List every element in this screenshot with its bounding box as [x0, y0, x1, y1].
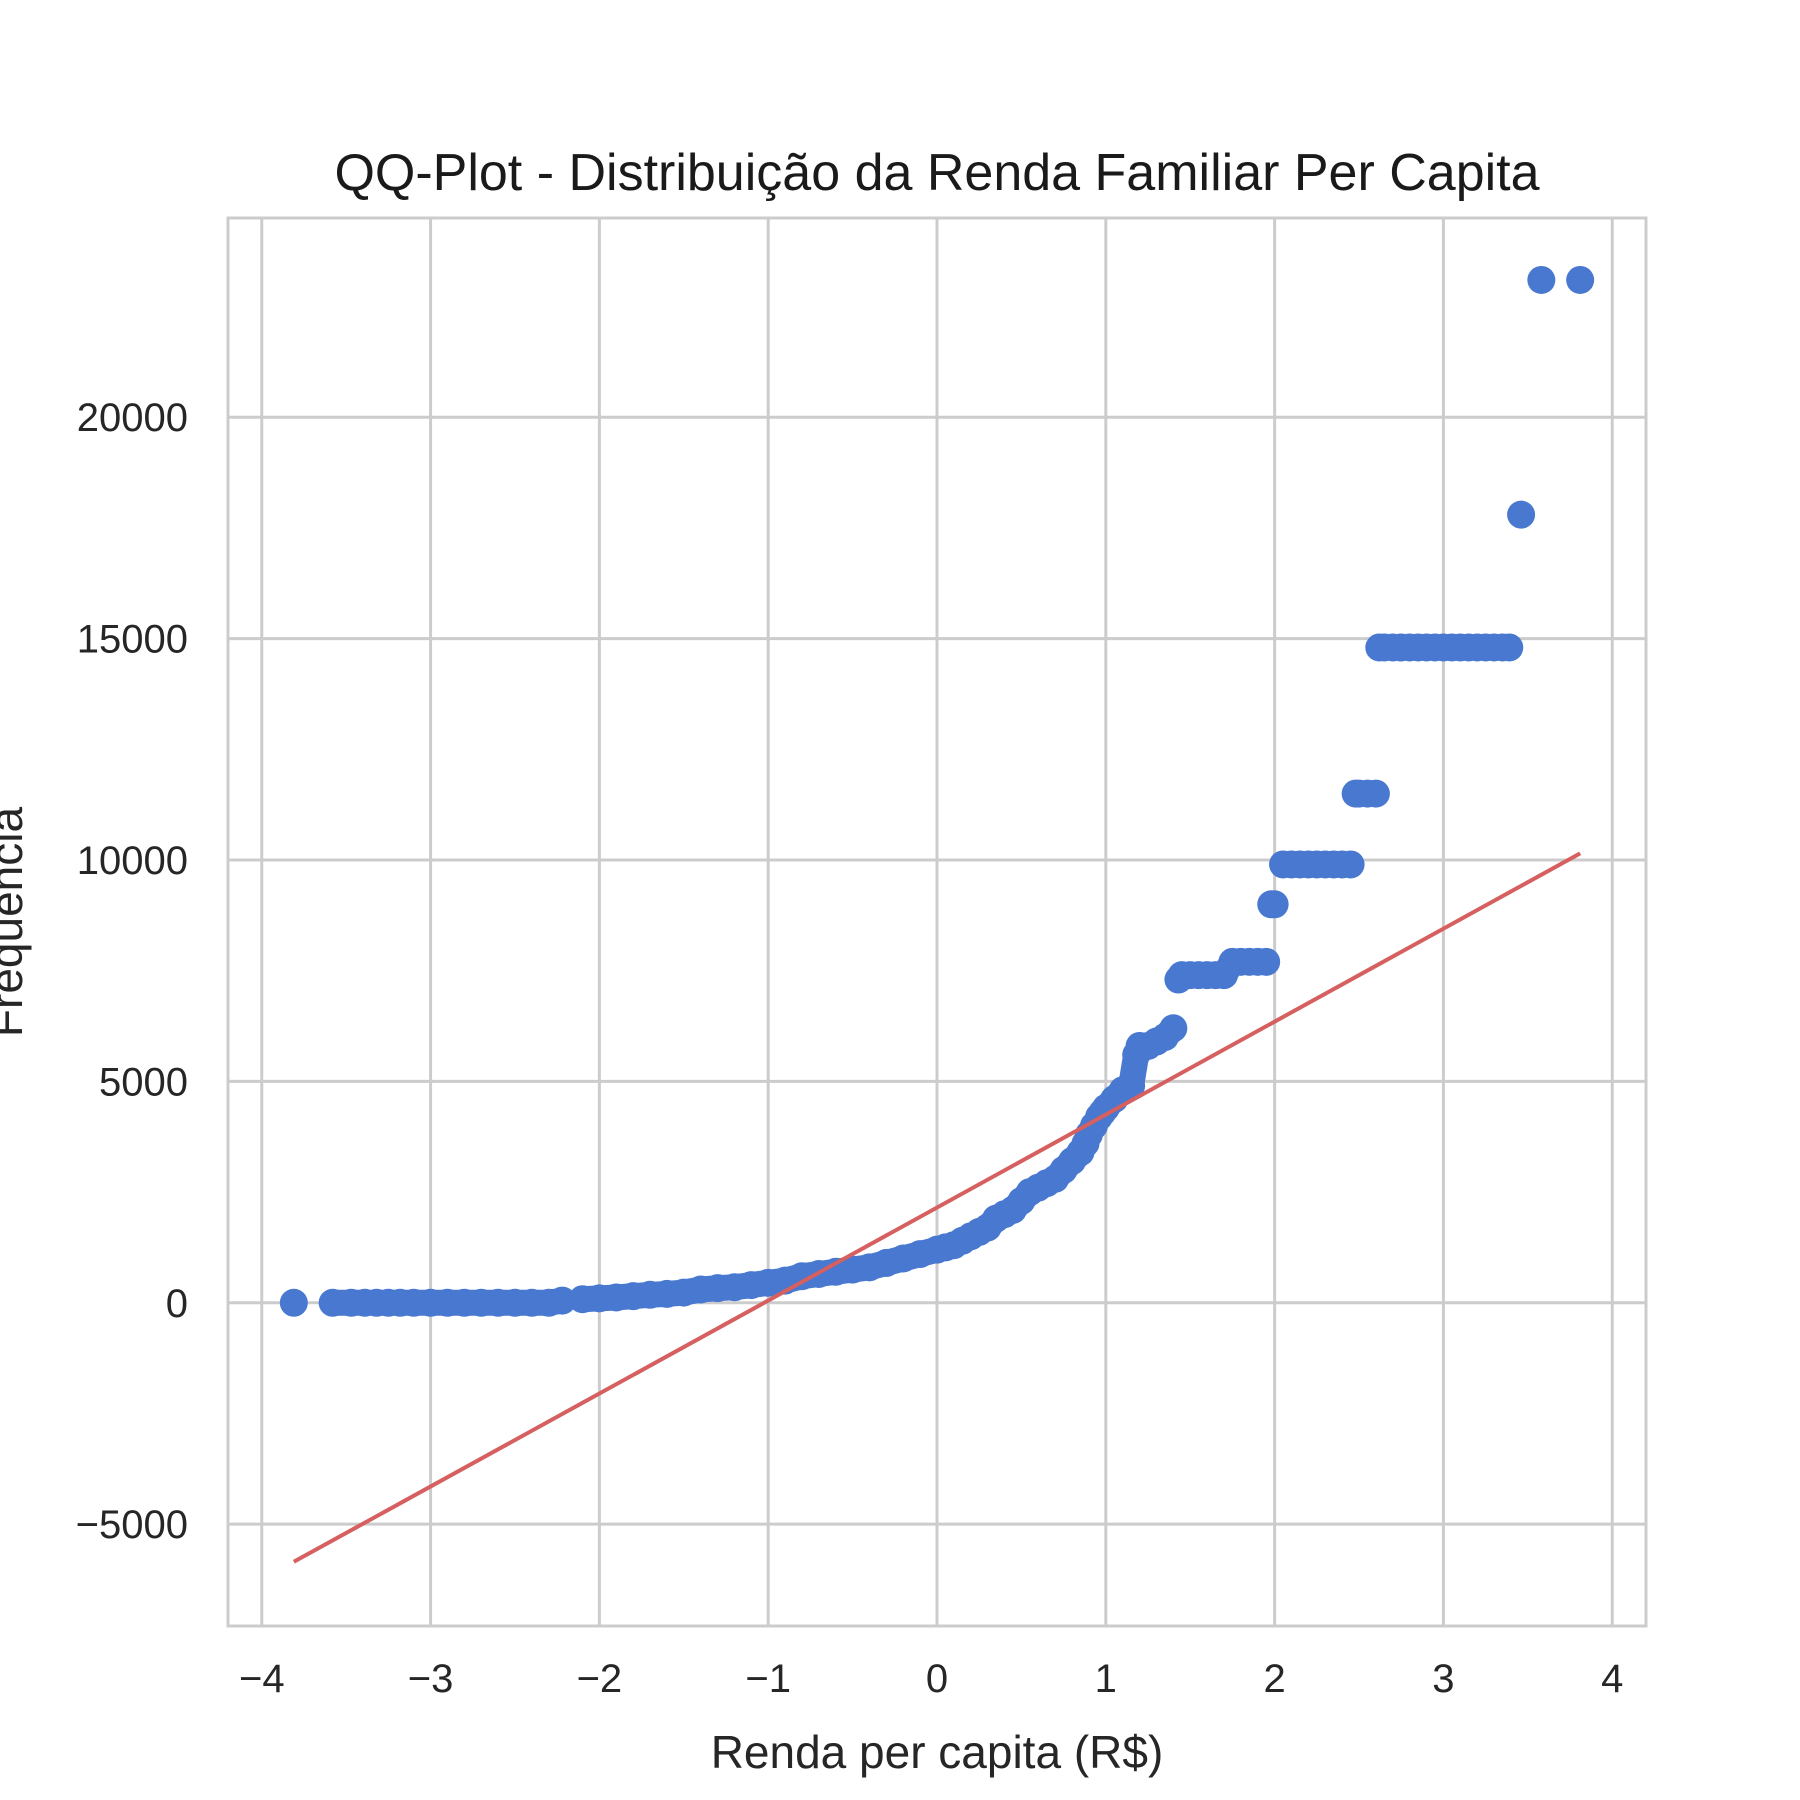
- y-tick-labels: −5000 0 5000 10000 15000 20000: [76, 396, 188, 1547]
- x-axis-title: Renda per capita (R$): [711, 1726, 1164, 1778]
- data-point: [279, 1288, 308, 1317]
- y-tick-label: 20000: [77, 396, 188, 440]
- y-tick-label: 5000: [99, 1060, 188, 1104]
- grid-lines: [228, 218, 1646, 1626]
- data-point: [1566, 265, 1595, 294]
- data-point: [1507, 500, 1536, 529]
- reference-line: [292, 851, 1582, 1564]
- y-axis-title: Frequência: [0, 807, 32, 1038]
- x-tick-label: 4: [1601, 1657, 1623, 1701]
- x-tick-label: −2: [577, 1657, 623, 1701]
- y-tick-label: 0: [166, 1282, 188, 1326]
- x-tick-label: 0: [926, 1657, 948, 1701]
- plot-frame: [226, 216, 1648, 1628]
- x-tick-label: −1: [745, 1657, 791, 1701]
- chart-title: QQ-Plot - Distribuição da Renda Familiar…: [334, 144, 1539, 202]
- x-tick-labels: −4 −3 −2 −1 0 1 2 3 4: [239, 1657, 1623, 1701]
- x-tick-label: 1: [1095, 1657, 1117, 1701]
- data-point-run: [535, 1287, 576, 1316]
- y-tick-label: 15000: [77, 618, 188, 662]
- scatter-points: [279, 265, 1595, 1317]
- reference-line-group: [292, 851, 1582, 1564]
- y-tick-label: −5000: [76, 1503, 188, 1547]
- x-tick-label: −4: [239, 1657, 285, 1701]
- x-tick-label: 2: [1263, 1657, 1285, 1701]
- x-tick-label: −3: [408, 1657, 454, 1701]
- y-tick-label: 10000: [77, 839, 188, 883]
- data-point-run: [1151, 1015, 1187, 1051]
- data-point: [1527, 265, 1556, 294]
- x-tick-label: 3: [1432, 1657, 1454, 1701]
